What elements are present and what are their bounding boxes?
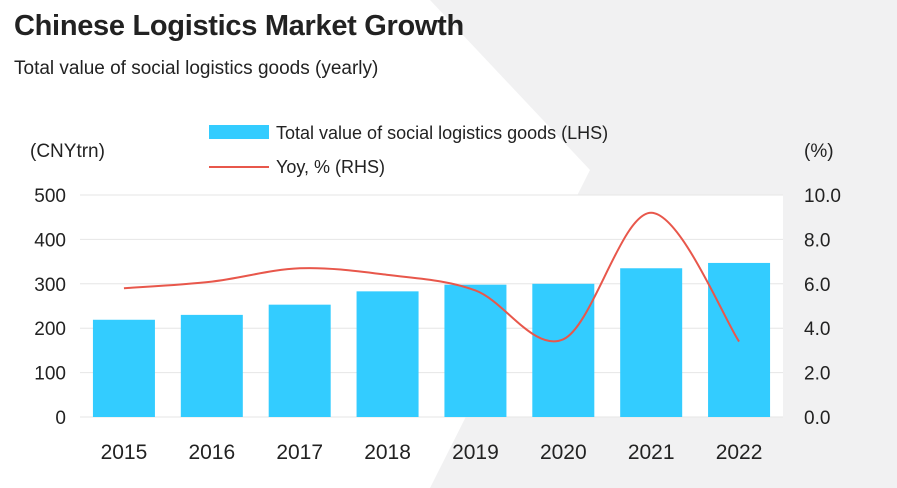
- legend-bar-swatch: [209, 125, 269, 139]
- left-tick-label: 400: [34, 230, 66, 251]
- x-tick-label: 2017: [276, 441, 323, 464]
- x-tick-label: 2016: [188, 441, 235, 464]
- right-tick-label: 8.0: [804, 230, 830, 251]
- right-tick-label: 6.0: [804, 275, 830, 296]
- x-tick-label: 2020: [540, 441, 587, 464]
- bar-2020: [532, 283, 595, 417]
- x-axis: 2015 2016 2017 2018 2019 2020 2021 2022: [101, 441, 763, 464]
- line-series: [123, 211, 740, 343]
- bar-2018: [356, 291, 419, 417]
- x-tick-label: 2022: [716, 441, 763, 464]
- legend: Total value of social logistics goods (L…: [209, 123, 608, 177]
- bar-2015: [92, 319, 155, 417]
- x-tick-label: 2019: [452, 441, 499, 464]
- left-axis: 500 400 300 200 100 0: [34, 186, 66, 429]
- left-tick-label: 500: [34, 186, 66, 207]
- left-tick-label: 300: [34, 275, 66, 296]
- x-tick-label: 2018: [364, 441, 411, 464]
- legend-line-label: Yoy, % (RHS): [276, 157, 385, 177]
- bar-2016: [180, 314, 243, 417]
- right-tick-label: 2.0: [804, 364, 830, 385]
- chart-title: Chinese Logistics Market Growth: [14, 10, 464, 42]
- right-tick-label: 4.0: [804, 319, 830, 340]
- x-tick-label: 2021: [628, 441, 675, 464]
- left-tick-label: 100: [34, 364, 66, 385]
- bar-2019: [444, 284, 507, 417]
- bar-2021: [620, 268, 683, 417]
- right-axis: 10.0 8.0 6.0 4.0 2.0 0.0: [804, 186, 841, 429]
- left-tick-label: 200: [34, 319, 66, 340]
- right-axis-label: (%): [804, 141, 834, 162]
- left-axis-label: (CNYtrn): [30, 141, 105, 162]
- legend-bar-label: Total value of social logistics goods (L…: [276, 123, 608, 143]
- left-tick-label: 0: [55, 408, 66, 429]
- right-tick-label: 0.0: [804, 408, 830, 429]
- right-tick-label: 10.0: [804, 186, 841, 207]
- x-tick-label: 2015: [101, 441, 148, 464]
- bar-2017: [268, 304, 331, 417]
- chart-subtitle: Total value of social logistics goods (y…: [14, 58, 379, 79]
- yoy-line: [123, 211, 740, 343]
